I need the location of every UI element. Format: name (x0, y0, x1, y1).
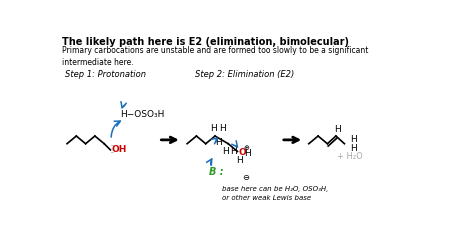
Text: base here can be H₂O, OSO₃H,: base here can be H₂O, OSO₃H, (222, 186, 328, 192)
Text: B :: B : (209, 167, 223, 177)
Text: or other weak Lewis base: or other weak Lewis base (222, 194, 311, 201)
Text: + H₂O: + H₂O (337, 152, 363, 161)
Text: H: H (215, 138, 221, 148)
Text: H−OSO₃H: H−OSO₃H (120, 110, 164, 119)
Text: ··: ·· (110, 143, 114, 148)
Text: Primary carbocations are unstable and are formed too slowly to be a significant
: Primary carbocations are unstable and ar… (63, 46, 369, 67)
Text: H: H (334, 124, 341, 134)
Text: H: H (236, 156, 242, 165)
Text: Step 1: Protonation: Step 1: Protonation (65, 70, 146, 79)
Text: H: H (350, 135, 356, 144)
Text: OH: OH (111, 145, 127, 154)
Text: H: H (350, 144, 356, 153)
Text: The likely path here is E2 (elimination, bimolecular): The likely path here is E2 (elimination,… (63, 37, 349, 47)
Text: Step 2: Elimination (E2): Step 2: Elimination (E2) (195, 70, 294, 79)
Text: O: O (238, 148, 246, 157)
Text: ··: ·· (110, 151, 114, 155)
Text: H: H (244, 149, 251, 158)
Text: H: H (222, 147, 228, 156)
Text: H: H (219, 124, 225, 133)
Text: ⊖: ⊖ (242, 173, 249, 182)
Text: H: H (230, 147, 237, 156)
Text: ⊕: ⊕ (244, 145, 250, 151)
Text: H: H (210, 124, 217, 133)
